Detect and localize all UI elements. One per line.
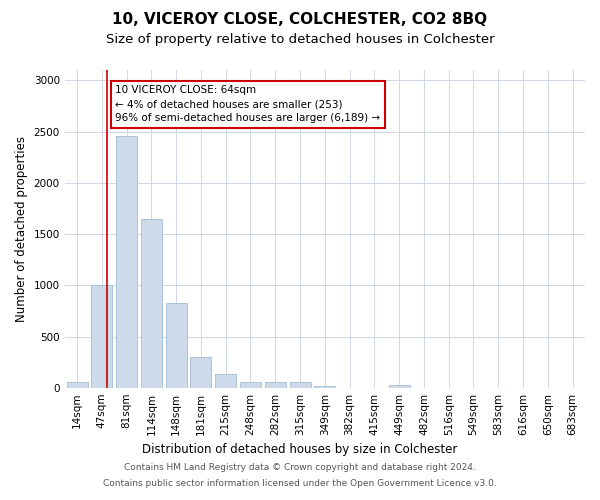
Text: 10, VICEROY CLOSE, COLCHESTER, CO2 8BQ: 10, VICEROY CLOSE, COLCHESTER, CO2 8BQ bbox=[112, 12, 488, 28]
Bar bbox=[290, 382, 311, 388]
Bar bbox=[91, 286, 112, 388]
Bar bbox=[190, 357, 211, 388]
Bar bbox=[215, 374, 236, 388]
Bar bbox=[116, 136, 137, 388]
Text: Contains public sector information licensed under the Open Government Licence v3: Contains public sector information licen… bbox=[103, 478, 497, 488]
Text: Contains HM Land Registry data © Crown copyright and database right 2024.: Contains HM Land Registry data © Crown c… bbox=[124, 464, 476, 472]
Bar bbox=[141, 218, 162, 388]
Text: Size of property relative to detached houses in Colchester: Size of property relative to detached ho… bbox=[106, 32, 494, 46]
Bar bbox=[166, 303, 187, 388]
Y-axis label: Number of detached properties: Number of detached properties bbox=[15, 136, 28, 322]
Bar bbox=[389, 385, 410, 388]
Bar bbox=[240, 382, 261, 388]
Bar bbox=[265, 382, 286, 388]
Text: 10 VICEROY CLOSE: 64sqm
← 4% of detached houses are smaller (253)
96% of semi-de: 10 VICEROY CLOSE: 64sqm ← 4% of detached… bbox=[115, 86, 380, 124]
Text: Distribution of detached houses by size in Colchester: Distribution of detached houses by size … bbox=[142, 442, 458, 456]
Bar bbox=[314, 386, 335, 388]
Bar bbox=[67, 382, 88, 388]
